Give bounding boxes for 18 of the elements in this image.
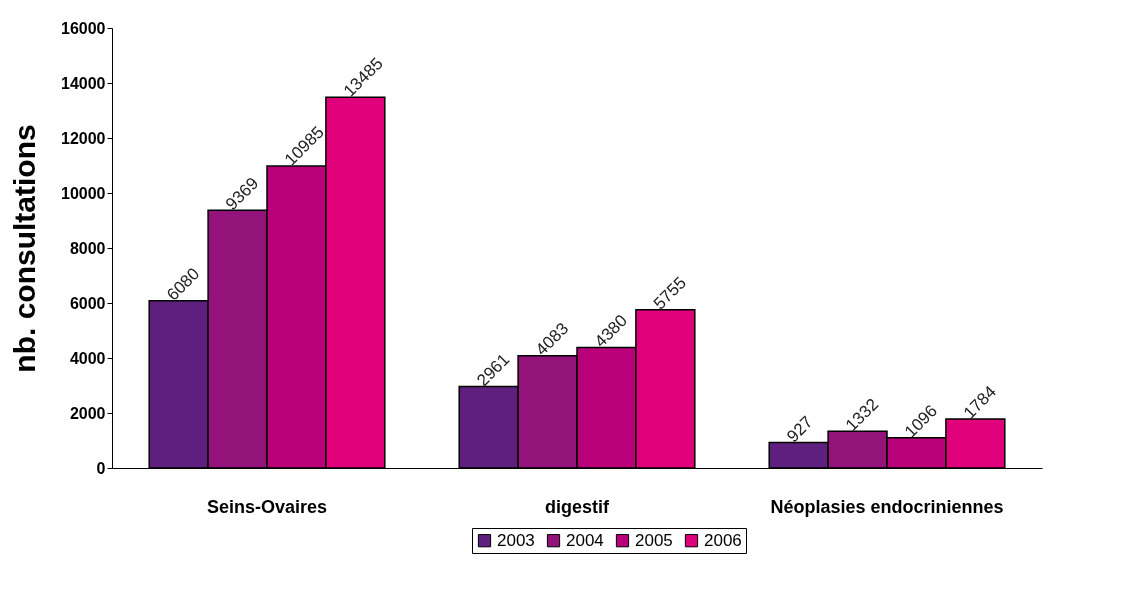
legend-label: 2003 bbox=[497, 530, 535, 550]
legend-label: 2004 bbox=[566, 530, 604, 550]
y-tick-label: 14000 bbox=[61, 74, 106, 92]
x-tick-label: Néoplasies endocriniennes bbox=[770, 496, 1004, 517]
x-tick-label: digestif bbox=[544, 496, 610, 517]
legend-label: 2005 bbox=[635, 530, 673, 550]
data-label: 927 bbox=[783, 412, 817, 447]
y-tick-label: 6000 bbox=[69, 294, 106, 312]
y-tick-label: 16000 bbox=[61, 19, 106, 37]
y-tick-label: 4000 bbox=[69, 349, 106, 367]
legend-label: 2006 bbox=[704, 530, 742, 550]
y-axis-title: nb. consultations bbox=[8, 124, 42, 373]
y-tick-label: 12000 bbox=[61, 129, 106, 147]
y-tick-label: 2000 bbox=[69, 404, 106, 422]
y-tick-label: 10000 bbox=[61, 184, 106, 202]
y-tick-label: 0 bbox=[96, 459, 106, 477]
y-tick-label: 8000 bbox=[69, 239, 106, 257]
x-tick-label: Seins-Ovaires bbox=[206, 496, 328, 517]
